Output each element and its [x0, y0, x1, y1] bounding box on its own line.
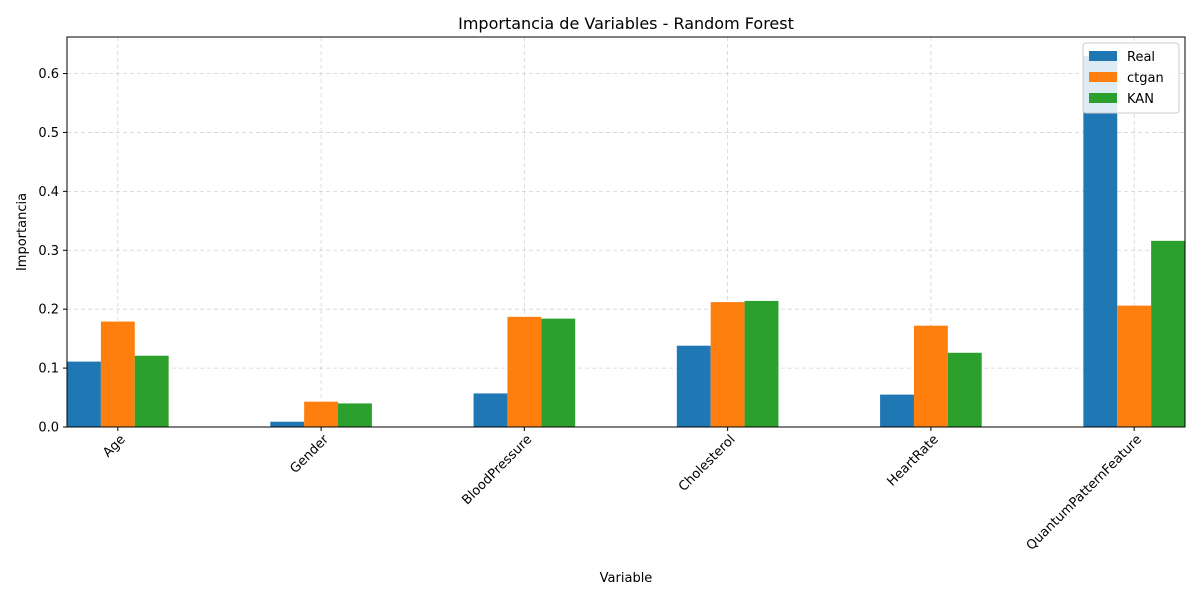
bar-kan	[134, 355, 169, 427]
bar-real	[473, 393, 508, 427]
legend-label: ctgan	[1127, 71, 1164, 86]
bar-real	[270, 421, 305, 427]
y-tick-label: 0.3	[38, 244, 59, 259]
legend: Real ctgan KAN	[1082, 42, 1180, 114]
y-tick-label: 0.1	[38, 362, 59, 377]
x-axis-label: Variable	[600, 571, 653, 586]
y-tick-label: 0.2	[38, 303, 59, 318]
x-tick-label: Age	[100, 432, 128, 460]
bar-real	[1083, 55, 1118, 428]
bar-ctgan	[710, 302, 745, 427]
y-axis-label: Importancia	[15, 193, 30, 271]
ticks: 0.0 0.1 0.2 0.3 0.4 0.5 0.6 Age Gender BloodPress…	[38, 67, 1145, 554]
grid	[67, 37, 1185, 428]
x-tick-label: BloodPressure	[459, 432, 535, 508]
legend-label: KAN	[1127, 92, 1154, 107]
x-tick-label: Gender	[287, 432, 332, 477]
bar-real	[880, 394, 914, 427]
x-tick-label: HeartRate	[884, 432, 941, 489]
legend-swatch	[1089, 93, 1117, 103]
legend-label: Real	[1127, 50, 1155, 65]
bar-kan	[1151, 240, 1185, 427]
y-tick-label: 0.4	[38, 185, 59, 200]
bar-kan	[744, 300, 779, 427]
bars	[67, 55, 1185, 428]
y-tick-label: 0.0	[38, 421, 59, 436]
legend-swatch	[1089, 72, 1117, 82]
bar-ctgan	[304, 401, 339, 427]
x-tick-label: QuantumPatternFeature	[1024, 432, 1145, 553]
bar-ctgan	[913, 325, 948, 427]
chart-title: Importancia de Variables - Random Forest	[458, 14, 794, 33]
bar-real	[676, 345, 711, 427]
bar-ctgan	[1117, 305, 1152, 427]
bar-kan	[541, 318, 576, 427]
bar-real	[67, 361, 101, 427]
x-tick-label: Cholesterol	[676, 432, 738, 494]
bar-ctgan	[100, 321, 135, 427]
legend-swatch	[1089, 51, 1117, 61]
bar-kan	[947, 352, 982, 427]
bar-ctgan	[507, 316, 542, 427]
bar-kan	[338, 403, 372, 427]
y-tick-label: 0.6	[38, 67, 59, 82]
plot-frame	[66, 36, 1186, 428]
y-tick-label: 0.5	[38, 126, 59, 141]
